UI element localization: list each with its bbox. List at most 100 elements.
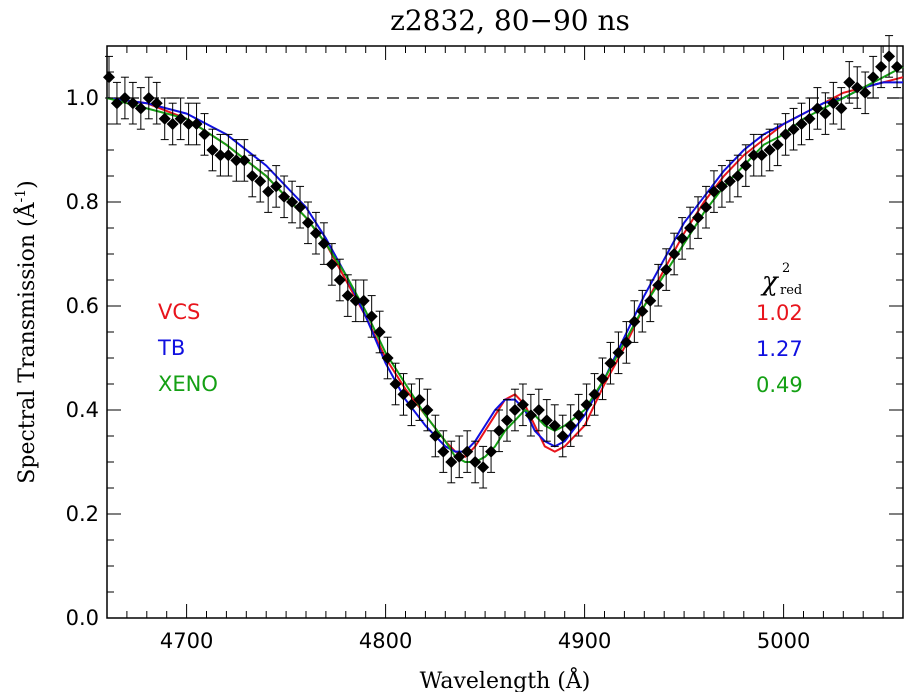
data-point	[270, 180, 283, 193]
data-point	[262, 185, 275, 198]
data-point	[883, 50, 896, 63]
data-point	[429, 430, 442, 442]
data-point	[389, 378, 402, 390]
y-tick-label: 0.6	[66, 294, 99, 318]
data-point	[723, 175, 736, 188]
data-point	[867, 71, 880, 84]
data-point	[294, 201, 307, 214]
data-point	[540, 414, 553, 427]
x-tick-label: 5000	[757, 629, 810, 653]
data-points	[102, 35, 904, 489]
data-point	[437, 445, 450, 458]
data-point	[692, 211, 705, 224]
data-point	[477, 461, 490, 474]
data-point	[333, 274, 346, 286]
data-point	[803, 112, 816, 125]
data-point	[381, 352, 394, 364]
legend-vcs: VCS	[158, 300, 200, 324]
axis-tick-labels: 4700 4800 4900 5000 0.0 0.2 0.4 0.6 0.8 1.0	[66, 86, 811, 653]
data-point	[652, 279, 665, 292]
data-point	[405, 398, 418, 411]
x-tick-label: 4900	[558, 629, 611, 653]
axis-ticks	[106, 45, 904, 619]
y-tick-label: 1.0	[66, 86, 99, 110]
data-point	[150, 97, 163, 110]
data-point	[795, 118, 808, 130]
data-point	[317, 237, 330, 250]
legend-xeno: XENO	[158, 372, 218, 396]
data-point	[166, 118, 179, 130]
data-point	[588, 388, 601, 401]
data-point	[811, 102, 824, 115]
y-tick-label: 0.0	[66, 606, 99, 630]
chi-squared-legend: χ 2 red 1.02 1.27 0.49	[756, 261, 803, 397]
data-point	[485, 445, 498, 458]
data-point	[612, 346, 625, 359]
data-point	[126, 97, 139, 110]
x-tick-label: 4700	[160, 629, 213, 653]
chi2-value-vcs: 1.02	[756, 301, 803, 325]
data-point	[524, 409, 537, 422]
data-point	[238, 154, 251, 167]
data-point	[707, 185, 720, 198]
data-point	[771, 138, 784, 151]
y-tick-label: 0.8	[66, 190, 99, 214]
data-point	[278, 190, 291, 203]
data-point	[747, 149, 760, 162]
data-point	[142, 92, 155, 104]
chart-title: z2832, 80−90 ns	[390, 4, 630, 37]
data-point	[246, 170, 259, 182]
data-point	[397, 388, 410, 401]
data-point	[421, 404, 434, 416]
data-point	[118, 92, 131, 104]
data-point	[819, 107, 832, 120]
data-point	[198, 128, 211, 141]
data-point	[572, 409, 585, 422]
chi2-symbol: χ	[760, 267, 780, 297]
data-point	[286, 196, 299, 208]
data-point	[254, 175, 267, 188]
data-point	[102, 71, 115, 84]
data-point	[413, 393, 426, 406]
data-point	[668, 248, 681, 260]
chi2-subscript: red	[780, 283, 802, 298]
data-point	[516, 398, 529, 411]
chi2-value-xeno: 0.49	[756, 373, 803, 397]
data-point	[365, 310, 378, 323]
data-point	[827, 97, 840, 110]
data-point	[190, 118, 203, 130]
data-point	[461, 445, 474, 458]
data-point	[891, 60, 904, 73]
data-point	[222, 149, 235, 162]
legend: VCS TB XENO	[157, 300, 218, 396]
data-point	[859, 86, 872, 99]
x-tick-label: 4800	[359, 629, 412, 653]
data-point	[325, 258, 338, 271]
data-point	[699, 201, 712, 214]
data-point	[158, 112, 171, 125]
data-point	[660, 263, 673, 276]
y-axis-label: Spectral Transmission (Å-1)	[12, 180, 40, 483]
x-axis-label: Wavelength (Å)	[420, 666, 591, 692]
data-point	[835, 102, 848, 115]
data-point	[596, 372, 609, 385]
data-point	[556, 430, 569, 442]
y-tick-label: 0.2	[66, 502, 99, 526]
data-point	[715, 180, 728, 193]
data-point	[628, 315, 641, 328]
data-point	[301, 216, 314, 229]
data-point	[787, 123, 800, 136]
data-point	[684, 222, 697, 234]
data-point	[508, 404, 521, 416]
chi2-superscript: 2	[782, 261, 790, 276]
y-tick-label: 0.4	[66, 398, 99, 422]
data-point	[174, 112, 187, 125]
data-point	[469, 456, 482, 468]
data-point	[453, 450, 466, 463]
data-point	[620, 336, 633, 349]
data-point	[206, 144, 219, 156]
data-point	[851, 81, 864, 94]
data-point	[731, 170, 744, 182]
data-point	[500, 414, 513, 427]
